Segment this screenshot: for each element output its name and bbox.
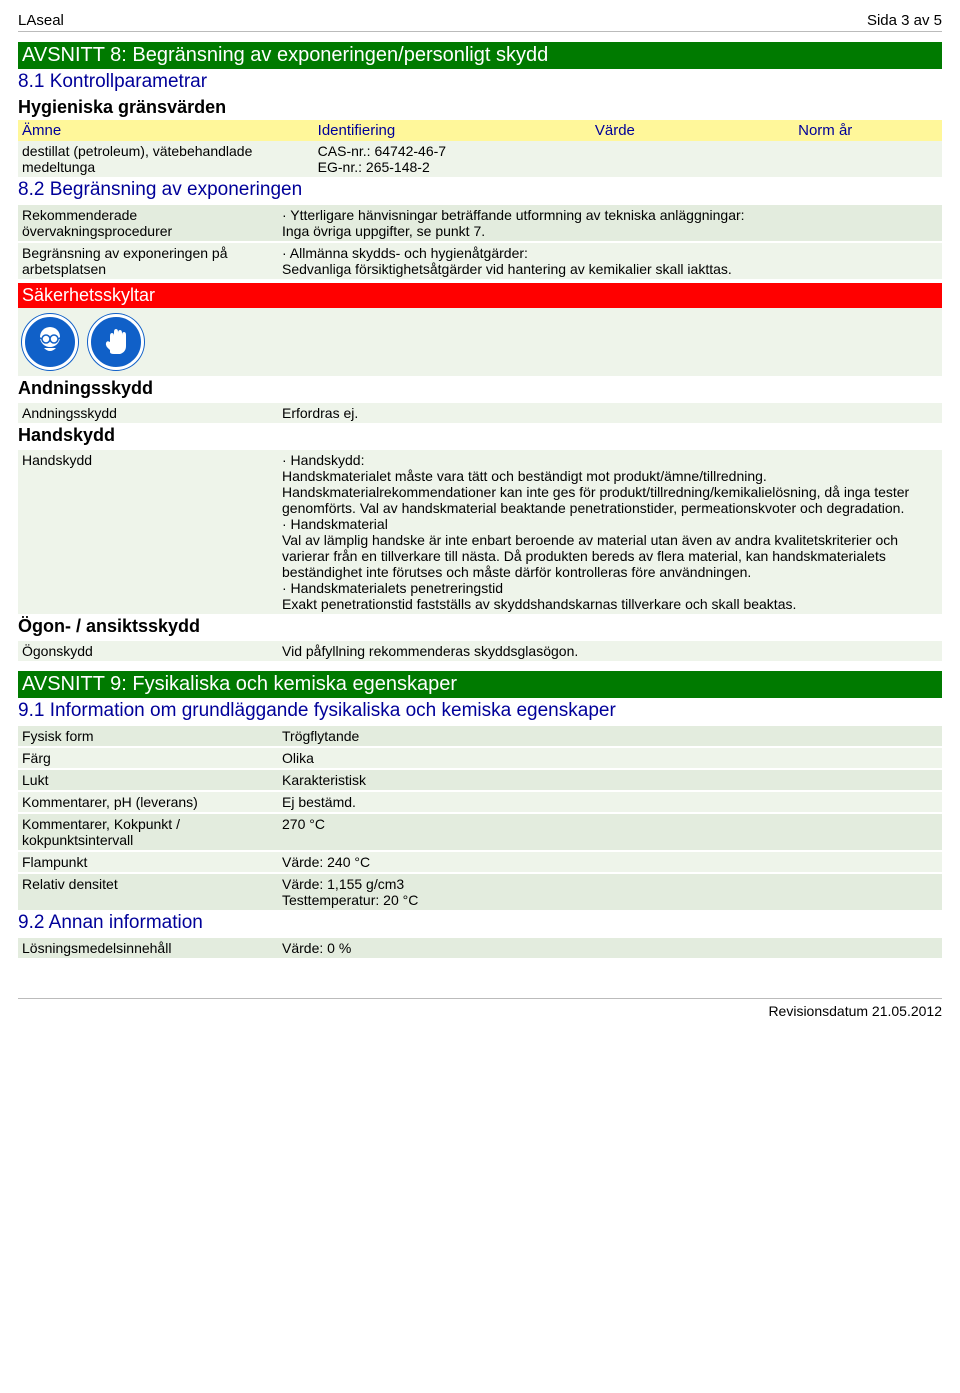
cell-amne: destillat (petroleum), vätebehandlade me… xyxy=(18,141,314,177)
value: Ej bestämd. xyxy=(278,792,942,812)
col-ident: Identifiering xyxy=(314,120,591,141)
safety-signs-title: Säkerhetsskyltar xyxy=(18,283,942,308)
row-exposure-limitation: Begränsning av exponeringen på arbetspla… xyxy=(18,243,942,279)
table-row: destillat (petroleum), vätebehandlade me… xyxy=(18,141,942,177)
cell-varde xyxy=(591,141,794,177)
col-amne: Ämne xyxy=(18,120,314,141)
row-physical-form: Fysisk form Trögflytande xyxy=(18,726,942,746)
eye-face-protection-title: Ögon- / ansiktsskydd xyxy=(18,614,942,639)
page-header: LAseal Sida 3 av 5 xyxy=(18,10,942,32)
cell-ident: CAS-nr.: 64742-46-7 EG-nr.: 265-148-2 xyxy=(314,141,591,177)
value: · Allmänna skydds- och hygienåtgärder: S… xyxy=(278,243,942,279)
row-relative-density: Relativ densitet Värde: 1,155 g/cm3 Test… xyxy=(18,874,942,910)
row-eye-protection: Ögonskydd Vid påfyllning rekommenderas s… xyxy=(18,641,942,661)
row-boiling-point: Kommentarer, Kokpunkt / kokpunktsinterva… xyxy=(18,814,942,850)
value: · Handskydd: Handskmaterialet måste vara… xyxy=(278,450,942,614)
value: Värde: 0 % xyxy=(278,938,942,958)
label: Lukt xyxy=(18,770,278,790)
table-header-row: Ämne Identifiering Värde Norm år xyxy=(18,120,942,141)
row-flash-point: Flampunkt Värde: 240 °C xyxy=(18,852,942,872)
hygienic-limits-title: Hygieniska gränsvärden xyxy=(18,95,942,120)
eye-protection-icon xyxy=(22,314,78,370)
revision-date: Revisionsdatum 21.05.2012 xyxy=(18,998,942,1019)
label: Kommentarer, Kokpunkt / kokpunktsinterva… xyxy=(18,814,278,850)
value: Trögflytande xyxy=(278,726,942,746)
row-breathing-protection: Andningsskydd Erfordras ej. xyxy=(18,403,942,423)
row-ph: Kommentarer, pH (leverans) Ej bestämd. xyxy=(18,792,942,812)
section-8-title: AVSNITT 8: Begränsning av exponeringen/p… xyxy=(18,42,942,69)
cell-norm xyxy=(794,141,942,177)
row-hand-protection: Handskydd · Handskydd: Handskmaterialet … xyxy=(18,450,942,614)
value: Erfordras ej. xyxy=(278,403,942,423)
row-color: Färg Olika xyxy=(18,748,942,768)
section-8-1: 8.1 Kontrollparametrar xyxy=(18,69,942,95)
label: Relativ densitet xyxy=(18,874,278,910)
label: Ögonskydd xyxy=(18,641,278,661)
breathing-protection-title: Andningsskydd xyxy=(18,376,942,401)
section-9-title: AVSNITT 9: Fysikaliska och kemiska egens… xyxy=(18,671,942,698)
section-8-2: 8.2 Begränsning av exponeringen xyxy=(18,177,942,203)
value: 270 °C xyxy=(278,814,942,850)
section-9-1: 9.1 Information om grundläggande fysikal… xyxy=(18,698,942,724)
hygienic-limits-table: Ämne Identifiering Värde Norm år destill… xyxy=(18,120,942,177)
label: Lösningsmedelsinnehåll xyxy=(18,938,278,958)
hand-protection-icon xyxy=(88,314,144,370)
value: Karakteristisk xyxy=(278,770,942,790)
row-odor: Lukt Karakteristisk xyxy=(18,770,942,790)
label: Andningsskydd xyxy=(18,403,278,423)
label: Handskydd xyxy=(18,450,278,614)
col-norm: Norm år xyxy=(794,120,942,141)
safety-icons-row xyxy=(18,308,942,376)
label: Färg xyxy=(18,748,278,768)
value: Värde: 240 °C xyxy=(278,852,942,872)
value: Vid påfyllning rekommenderas skyddsglasö… xyxy=(278,641,942,661)
value: Värde: 1,155 g/cm3 Testtemperatur: 20 °C xyxy=(278,874,942,910)
label: Flampunkt xyxy=(18,852,278,872)
doc-title: LAseal xyxy=(18,12,64,29)
row-recommended-procedures: Rekommenderade övervakningsprocedurer · … xyxy=(18,205,942,241)
hand-protection-title: Handskydd xyxy=(18,423,942,448)
section-9-2: 9.2 Annan information xyxy=(18,910,942,936)
label: Fysisk form xyxy=(18,726,278,746)
value: · Ytterligare hänvisningar beträffande u… xyxy=(278,205,942,241)
row-solvent-content: Lösningsmedelsinnehåll Värde: 0 % xyxy=(18,938,942,958)
page-number: Sida 3 av 5 xyxy=(867,12,942,29)
value: Olika xyxy=(278,748,942,768)
label: Kommentarer, pH (leverans) xyxy=(18,792,278,812)
label: Rekommenderade övervakningsprocedurer xyxy=(18,205,278,241)
col-varde: Värde xyxy=(591,120,794,141)
label: Begränsning av exponeringen på arbetspla… xyxy=(18,243,278,279)
